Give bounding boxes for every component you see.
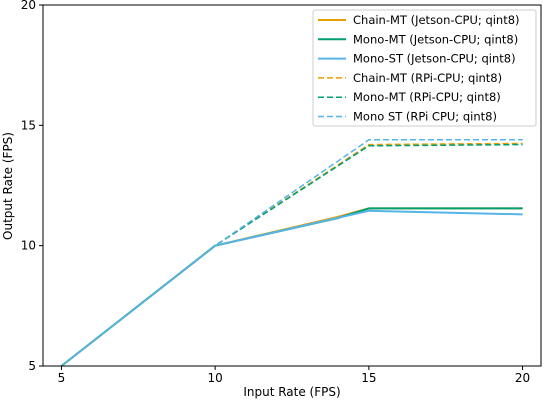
y-tick-label: 20 — [21, 0, 36, 12]
y-tick-label: 10 — [21, 239, 36, 253]
y-axis-label: Output Rate (FPS) — [1, 132, 15, 240]
legend-label-5: Mono-MT (RPi-CPU; qint8) — [353, 90, 501, 104]
plot-area-frame — [42, 4, 542, 367]
series-line-3 — [60, 209, 523, 367]
x-axis-label: Input Rate (FPS) — [243, 385, 340, 399]
legend-label-3: Mono-ST (Jetson-CPU; qint8) — [353, 52, 516, 66]
series-layer — [60, 139, 523, 367]
legend: Chain-MT (Jetson-CPU; qint8) Mono-MT (Jet… — [312, 9, 537, 127]
axis-ticks: 5 10 15 20 5 10 15 20 — [21, 0, 530, 385]
legend-box — [312, 9, 537, 127]
legend-label-1: Chain-MT (Jetson-CPU; qint8) — [353, 13, 520, 27]
legend-label-2: Mono-MT (Jetson-CPU; qint8) — [353, 32, 518, 46]
series-line-5 — [60, 143, 523, 367]
x-tick-label: 15 — [361, 371, 376, 385]
x-tick-label: 20 — [515, 371, 530, 385]
x-tick-label: 10 — [208, 371, 223, 385]
series-line-6 — [60, 139, 523, 367]
legend-label-4: Chain-MT (RPi-CPU; qint8) — [353, 71, 502, 85]
legend-label-6: Mono ST (RPi CPU; qint8) — [353, 110, 497, 124]
x-tick-label: 5 — [58, 371, 66, 385]
y-tick-label: 15 — [21, 118, 36, 132]
y-tick-label: 5 — [28, 359, 36, 373]
